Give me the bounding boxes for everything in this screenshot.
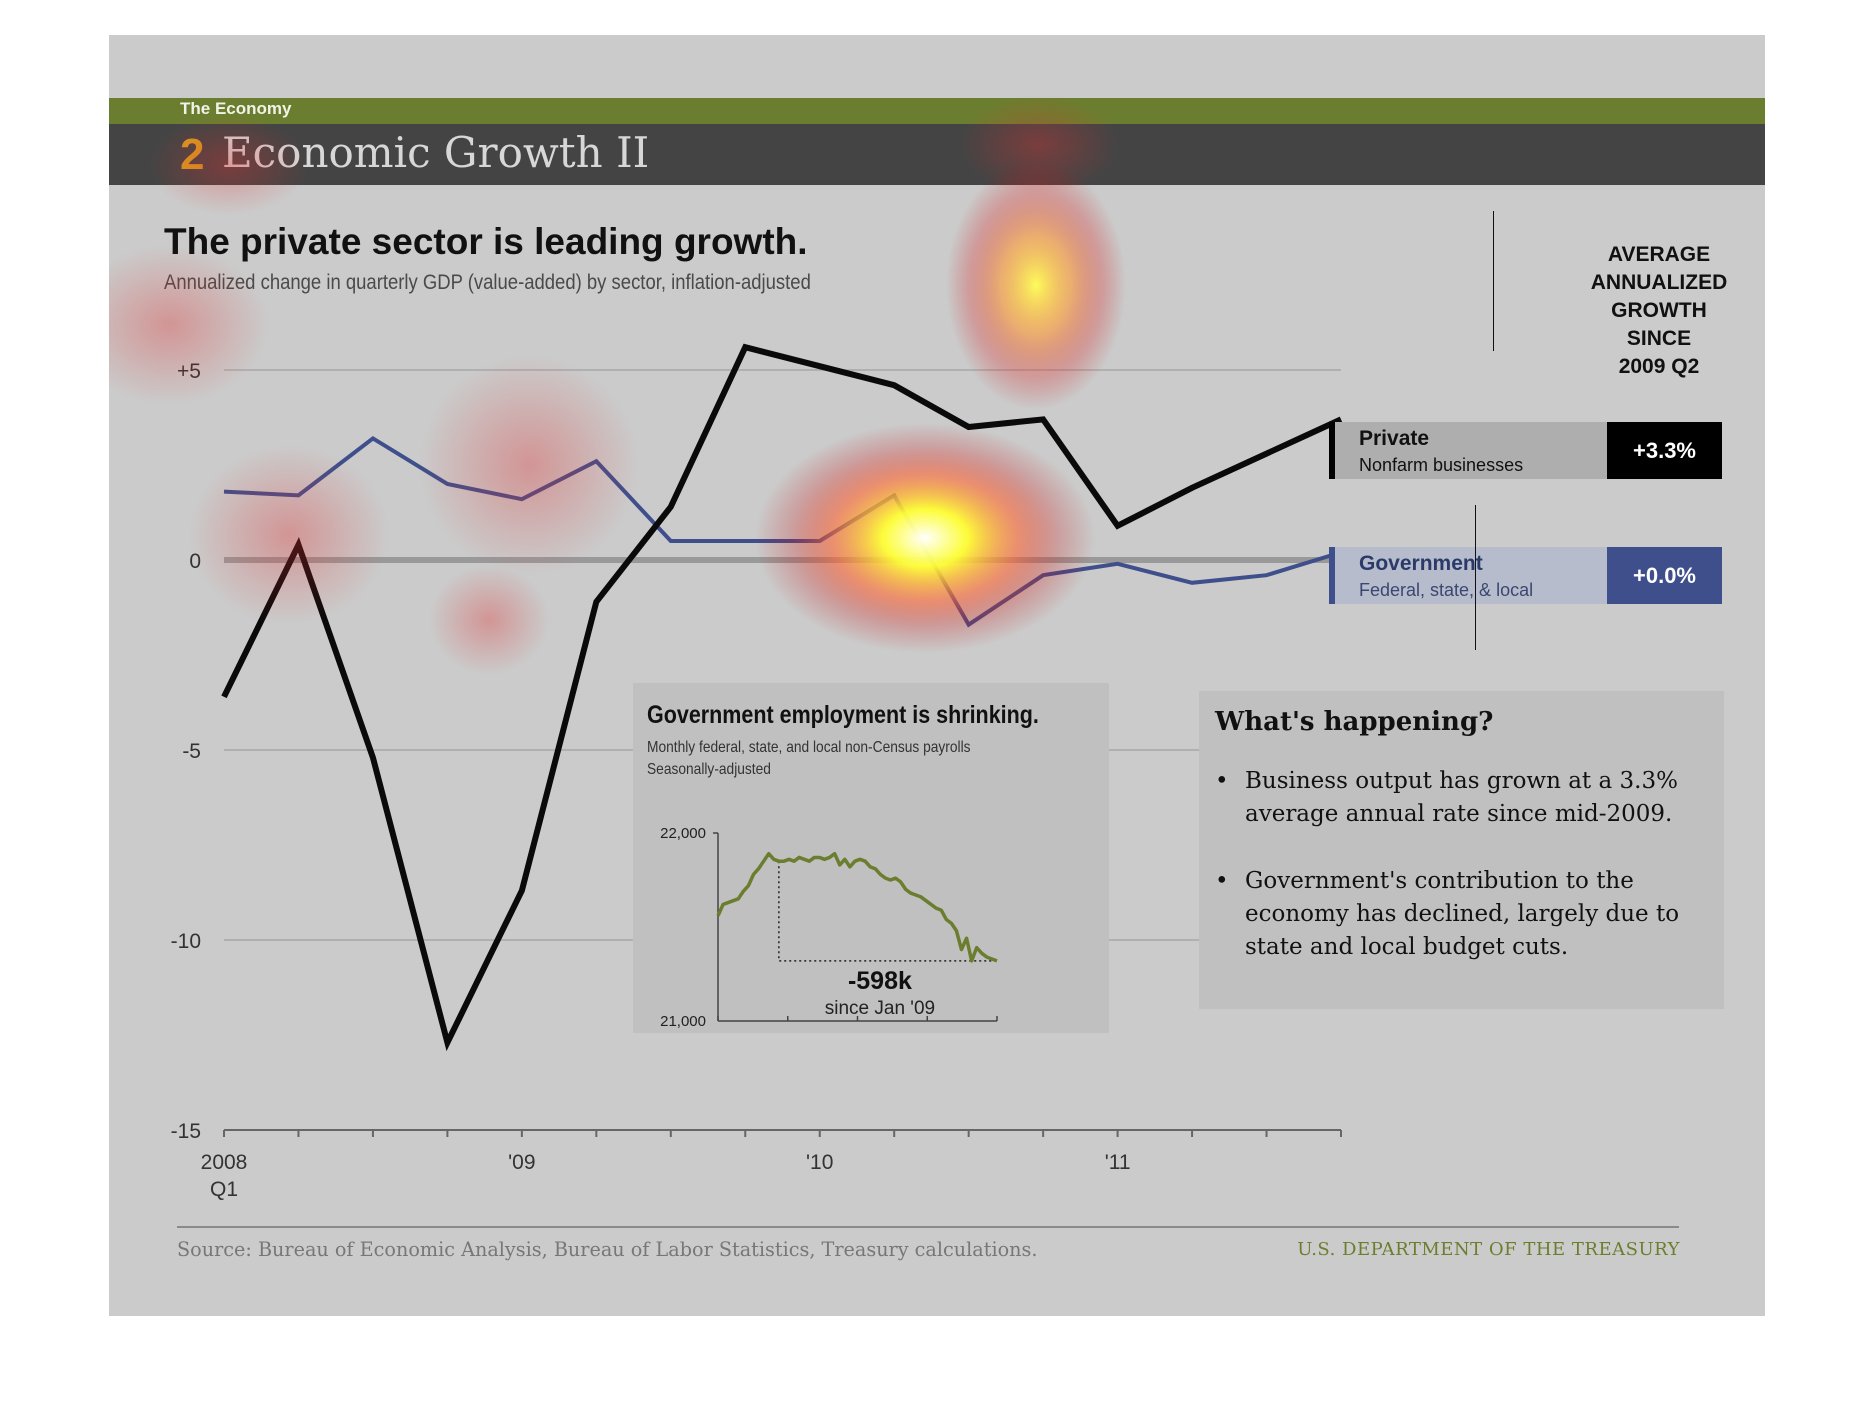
legend-government-desc: Federal, state, & local (1359, 580, 1534, 600)
average-growth-header-line: ANNUALIZED (1590, 271, 1728, 294)
legend-private-value: +3.3% (1607, 422, 1722, 479)
inset-annotation-text: since Jan '09 (825, 998, 935, 1019)
section-bar (109, 98, 1765, 124)
divider-line (1475, 505, 1476, 650)
legend-government-value: +0.0% (1607, 547, 1722, 604)
x-tick-label: 2008 (201, 1151, 248, 1174)
agency-name: U.S. DEPARTMENT OF THE TREASURY (1297, 1239, 1680, 1260)
y-tick-label: +5 (177, 360, 201, 383)
section-label: The Economy (180, 99, 292, 118)
chart-headline: The private sector is leading growth. (164, 221, 808, 262)
inset-y-tick-label: 21,000 (660, 1013, 706, 1030)
y-tick-label: -10 (171, 930, 201, 953)
inset-y-tick-label: 22,000 (660, 825, 706, 842)
whats-happening-list: Business output has grown at a 3.3% aver… (1215, 765, 1715, 998)
footer-rule (177, 1226, 1679, 1228)
title-bar (109, 124, 1765, 185)
chart-subheadline: Annualized change in quarterly GDP (valu… (164, 271, 811, 294)
average-growth-header-line: 2009 Q2 (1618, 355, 1700, 378)
legend-government-label: Government Federal, state, & local (1329, 547, 1613, 604)
inset-annotation-bracket (778, 861, 997, 962)
legend-government-name: Government (1359, 552, 1483, 575)
source-note: Source: Bureau of Economic Analysis, Bur… (177, 1237, 1038, 1261)
inset-title: Government employment is shrinking. (647, 701, 1039, 729)
list-item: Government's contribution to the economy… (1215, 865, 1715, 964)
whats-happening-box: What's happening? Business output has gr… (1199, 691, 1724, 1009)
legend-private-name: Private (1359, 427, 1430, 450)
government-series-line (223, 435, 1342, 628)
x-tick-label: '10 (806, 1151, 833, 1174)
inset-annotation-value: -598k (848, 967, 912, 995)
list-item: Business output has grown at a 3.3% aver… (1215, 765, 1715, 831)
whats-happening-title: What's happening? (1215, 707, 1494, 737)
average-growth-header-line: AVERAGE (1607, 243, 1711, 266)
average-growth-header-line: GROWTH (1611, 299, 1707, 322)
legend-government: Government Federal, state, & local +0.0% (1329, 547, 1722, 604)
inset-subtitle: Monthly federal, state, and local non-Ce… (647, 739, 971, 756)
divider-line (1493, 211, 1494, 351)
legend-private-label: Private Nonfarm businesses (1329, 422, 1613, 479)
x-tick-label: '11 (1105, 1151, 1131, 1174)
x-tick-label: '09 (508, 1151, 535, 1174)
legend-private-desc: Nonfarm businesses (1359, 455, 1524, 475)
private-series-line (221, 343, 1343, 1052)
slide: The Economy 2 Economic Growth II The pri… (109, 35, 1765, 1316)
employment-series-line (716, 851, 998, 963)
average-growth-header: AVERAGE ANNUALIZED GROWTH SINCE 2009 Q2 (1549, 241, 1765, 381)
average-growth-header-line: SINCE (1626, 327, 1692, 350)
y-tick-label: -15 (171, 1120, 201, 1143)
legend-private: Private Nonfarm businesses +3.3% (1329, 422, 1722, 479)
inset-subtitle: Seasonally-adjusted (647, 761, 771, 778)
y-tick-label: 0 (189, 550, 201, 573)
y-tick-label: -5 (182, 740, 201, 763)
x-tick-label: Q1 (210, 1178, 238, 1201)
